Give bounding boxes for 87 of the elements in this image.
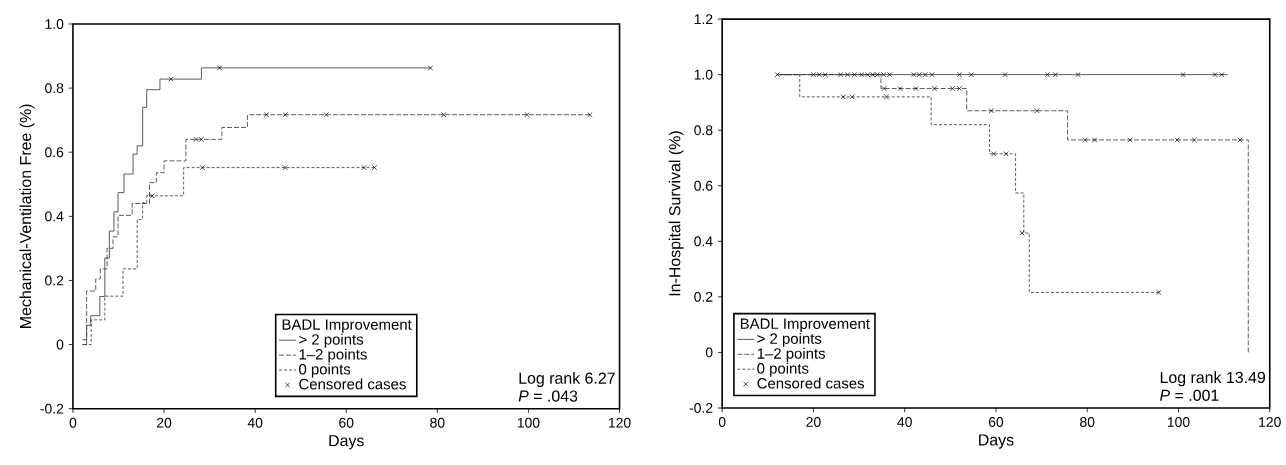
legend-label: 1–2 points bbox=[757, 348, 826, 362]
x-tick-label: 20 bbox=[157, 417, 172, 428]
point bbox=[282, 112, 288, 118]
annotation: P = .043 bbox=[518, 390, 578, 402]
y-tick-label: 0.2 bbox=[694, 292, 713, 302]
point bbox=[849, 94, 855, 100]
x-axis-title: Days bbox=[329, 435, 364, 450]
y-tick-label: 0.6 bbox=[694, 180, 713, 191]
point bbox=[1044, 72, 1051, 78]
y-axis-title: In-Hospital Survival (%) bbox=[668, 131, 684, 296]
point bbox=[1002, 72, 1008, 78]
point bbox=[1237, 137, 1243, 143]
point bbox=[1191, 137, 1198, 143]
x-tick-label: 40 bbox=[247, 417, 263, 428]
x-tick-label: 80 bbox=[1080, 417, 1095, 428]
legend-label: Censored cases bbox=[299, 378, 406, 390]
legend-label: > 2 points bbox=[299, 333, 364, 348]
point bbox=[883, 94, 890, 100]
point bbox=[1003, 151, 1009, 157]
annotation: P = .001 bbox=[1160, 389, 1219, 402]
point bbox=[371, 165, 378, 171]
point bbox=[199, 165, 205, 171]
point bbox=[1174, 137, 1180, 143]
y-tick-label: 0.8 bbox=[45, 83, 64, 94]
point bbox=[587, 112, 593, 118]
point bbox=[149, 193, 155, 199]
legend-title: BADL Improvement bbox=[282, 319, 412, 333]
point bbox=[1052, 72, 1058, 78]
x-tick-label: 120 bbox=[1259, 417, 1281, 428]
y-tick-label: 0.4 bbox=[694, 236, 713, 247]
x-tick-label: 20 bbox=[806, 417, 821, 428]
point bbox=[323, 112, 329, 118]
point bbox=[1082, 137, 1088, 143]
x-tick-label: 0 bbox=[69, 417, 77, 428]
point bbox=[913, 86, 919, 92]
x-tick-label: 100 bbox=[1167, 417, 1190, 428]
y-tick-label: -0.2 bbox=[40, 403, 64, 414]
y-tick-label: 0.4 bbox=[45, 211, 64, 222]
y-tick-label: 1.2 bbox=[694, 14, 713, 25]
annotation: Log rank 13.49 bbox=[1160, 371, 1266, 387]
point bbox=[881, 86, 887, 92]
point bbox=[897, 86, 903, 92]
y-tick-label: 0.2 bbox=[45, 275, 64, 286]
y-axis-title: Mechanical-Ventilation Free (%) bbox=[19, 104, 35, 329]
point bbox=[168, 76, 174, 82]
point bbox=[1156, 289, 1162, 296]
point bbox=[441, 112, 447, 118]
legend-label: Censored cases bbox=[757, 377, 865, 389]
y-tick-label: 1.0 bbox=[45, 19, 64, 30]
y-tick-label: 1.0 bbox=[694, 69, 713, 80]
y-tick-label: 0 bbox=[56, 339, 64, 350]
point bbox=[774, 72, 780, 78]
point bbox=[1127, 137, 1133, 143]
legend-label: 0 points bbox=[299, 363, 351, 378]
point bbox=[361, 165, 367, 171]
x-axis-title: Days bbox=[979, 434, 1014, 449]
x-tick-label: 100 bbox=[517, 417, 540, 428]
legend-label: 1–2 points bbox=[299, 348, 367, 363]
x-tick-label: 60 bbox=[339, 417, 354, 428]
point bbox=[217, 65, 223, 71]
point bbox=[956, 72, 963, 78]
point bbox=[263, 112, 270, 118]
y-tick-label: 0.8 bbox=[694, 125, 713, 136]
y-tick-label: 0.6 bbox=[45, 147, 64, 158]
point bbox=[1180, 72, 1186, 78]
annotation: Log rank 6.27 bbox=[519, 372, 615, 388]
x-tick-label: 120 bbox=[608, 417, 631, 428]
point bbox=[988, 108, 994, 114]
x-tick-label: 40 bbox=[897, 417, 912, 428]
point bbox=[427, 65, 434, 71]
point bbox=[991, 151, 997, 157]
point bbox=[968, 72, 974, 78]
x-tick-label: 80 bbox=[430, 417, 445, 428]
legend-label: 0 points bbox=[757, 362, 809, 377]
point bbox=[282, 165, 288, 171]
legend-label: > 2 points bbox=[757, 333, 822, 348]
point bbox=[1034, 108, 1040, 114]
point bbox=[1075, 72, 1081, 78]
point bbox=[840, 94, 846, 100]
x-tick-label: 60 bbox=[988, 417, 1004, 428]
x-tick-label: 0 bbox=[718, 417, 726, 428]
point bbox=[524, 112, 530, 118]
point bbox=[931, 86, 937, 92]
legend-title: BADL Improvement bbox=[740, 318, 870, 333]
point bbox=[1091, 137, 1098, 143]
y-tick-label: -0.2 bbox=[689, 403, 713, 414]
y-tick-label: 0 bbox=[705, 347, 713, 358]
